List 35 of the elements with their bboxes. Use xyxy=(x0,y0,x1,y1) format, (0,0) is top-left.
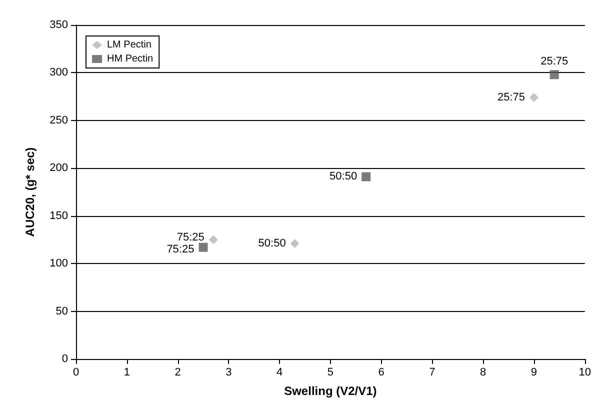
point xyxy=(290,239,300,248)
y-tick-label: 300 xyxy=(50,66,68,79)
x-tick-label: 5 xyxy=(327,366,334,378)
x-tick-label: 10 xyxy=(578,366,592,378)
y-axis-title: AUC20, (g* sec) xyxy=(23,147,37,237)
annotation: 50:50 xyxy=(330,170,358,183)
point xyxy=(550,70,559,80)
y-tick-label: 0 xyxy=(62,353,68,365)
x-tick-label: 1 xyxy=(124,366,130,378)
x-tick-label: 0 xyxy=(72,366,80,378)
x-tick-label: 4 xyxy=(276,366,283,378)
x-tick-label: 6 xyxy=(378,366,384,378)
legend-label: LM Pectin xyxy=(107,40,152,50)
x-tick-label: 7 xyxy=(429,366,436,378)
y-tick-label: 250 xyxy=(50,114,68,126)
annotation: 75:25 xyxy=(176,232,204,244)
x-tick-label: 8 xyxy=(480,366,486,378)
point xyxy=(208,235,218,244)
annotation: 75:25 xyxy=(166,244,194,256)
x-axis-title: Swelling (V2/V1) xyxy=(284,384,377,398)
annotation: 25:75 xyxy=(497,92,525,104)
y-tick-label: 350 xyxy=(50,19,68,31)
y-tick-label: 50 xyxy=(56,305,68,318)
x-tick-label: 9 xyxy=(530,366,538,378)
x-tick-label: 2 xyxy=(174,366,181,378)
point xyxy=(529,93,538,102)
point xyxy=(362,172,371,182)
y-tick-label: 200 xyxy=(50,162,68,174)
point xyxy=(198,242,208,252)
annotation: 25:75 xyxy=(540,56,568,68)
y-tick-label: 150 xyxy=(50,210,68,222)
x-tick-label: 3 xyxy=(226,366,232,378)
annotation: 50:50 xyxy=(258,238,286,250)
legend-label: HM Pectin xyxy=(107,54,154,64)
y-tick-label: 100 xyxy=(50,258,68,270)
